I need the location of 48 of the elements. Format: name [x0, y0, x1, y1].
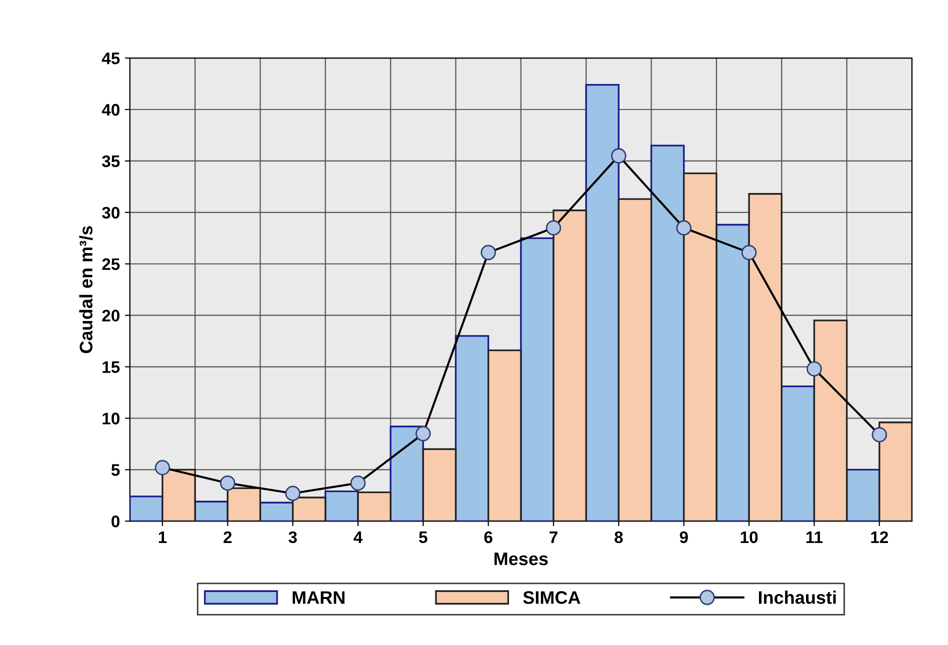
y-tick-label: 40	[102, 104, 120, 116]
x-tick-label: 7	[550, 531, 558, 543]
legend-label: SIMCA	[523, 591, 580, 604]
bar	[130, 496, 164, 522]
bar	[780, 386, 816, 522]
y-tick-label: 20	[102, 310, 120, 322]
bar	[683, 172, 718, 522]
bar	[618, 198, 652, 522]
x-tick-label: 10	[740, 531, 758, 544]
x-tick-label: 1	[158, 531, 167, 543]
bar	[292, 496, 326, 522]
y-tick-label: 45	[102, 52, 120, 64]
bar	[162, 468, 196, 522]
bar	[454, 335, 490, 522]
bar	[552, 210, 587, 522]
x-tick-label: 12	[871, 531, 888, 543]
x-tick-label: 9	[680, 531, 688, 544]
bar	[488, 349, 522, 522]
bar	[520, 237, 554, 522]
legend-label: Inchausti	[758, 590, 836, 604]
x-tick-label: 4	[354, 531, 363, 543]
bar	[324, 490, 359, 522]
bar	[422, 448, 457, 522]
x-tick-label: 6	[484, 531, 492, 544]
bar	[357, 492, 392, 522]
y-tick-label: 0	[112, 516, 120, 528]
bar	[748, 193, 782, 522]
bar	[226, 487, 262, 522]
legend-label: MARN	[292, 591, 344, 604]
x-axis-title: Meses	[494, 552, 548, 566]
y-tick-label: 25	[102, 258, 120, 270]
bar	[878, 422, 912, 522]
bar	[585, 84, 620, 522]
y-axis-title: Caudal en m³/s	[79, 226, 93, 354]
x-tick-label: 11	[806, 531, 823, 543]
x-tick-label: 5	[419, 531, 428, 544]
x-tick-label: 3	[288, 531, 297, 544]
bar	[390, 426, 424, 522]
y-tick-label: 30	[102, 206, 120, 219]
bar	[650, 144, 685, 522]
bar	[813, 320, 848, 522]
y-tick-label: 5	[111, 464, 120, 476]
x-tick-label: 2	[224, 531, 232, 543]
bar	[846, 468, 880, 522]
x-tick-label: 8	[614, 531, 623, 544]
y-tick-label: 15	[102, 361, 120, 373]
y-tick-label: 10	[102, 412, 120, 424]
y-tick-label: 35	[102, 155, 120, 168]
